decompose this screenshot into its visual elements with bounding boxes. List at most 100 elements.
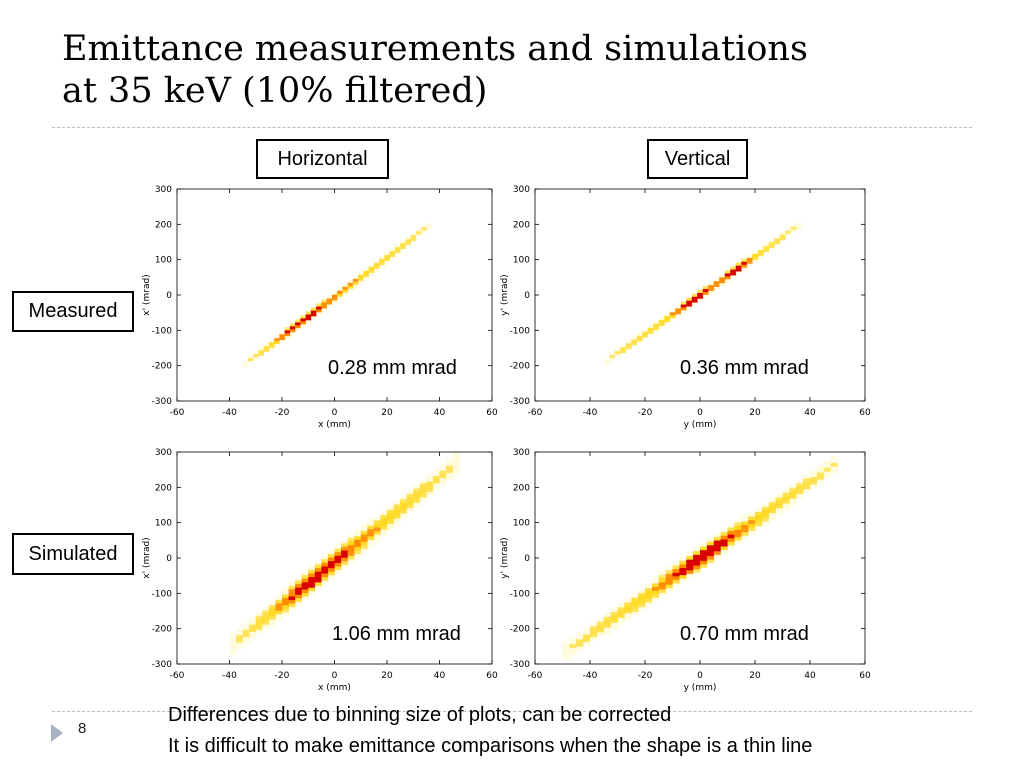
heatmap-cell	[347, 537, 355, 542]
heatmap-cell	[358, 274, 364, 278]
heatmap-cell	[796, 493, 804, 498]
heatmap-cell	[651, 579, 660, 584]
heatmap-cell	[785, 233, 792, 237]
heatmap-cell	[658, 322, 665, 326]
heatmap-cell	[347, 282, 354, 286]
heatmap-cell	[380, 532, 388, 537]
heatmap-cell	[301, 578, 309, 583]
heatmap-cell	[785, 227, 792, 231]
heatmap-cell	[642, 334, 649, 338]
heatmap-cell	[268, 601, 276, 606]
heatmap-cell	[310, 315, 317, 320]
heatmap-cell	[724, 273, 731, 277]
heatmap-cell	[331, 300, 338, 304]
heatmap-cell	[379, 258, 385, 263]
heatmap-cell	[775, 493, 783, 498]
heatmap-cell	[406, 490, 414, 495]
heatmap-cell	[275, 606, 283, 611]
heatmap-cell	[432, 479, 440, 484]
heatmap-cell	[823, 463, 832, 468]
y-tick-label: -100	[510, 326, 531, 336]
heatmap-cell	[393, 514, 401, 519]
heatmap-cell	[562, 641, 570, 646]
heatmap-cell	[693, 561, 701, 566]
heatmap-cell	[229, 647, 237, 652]
heatmap-cell	[693, 554, 701, 559]
heatmap-cell	[789, 494, 797, 499]
heatmap-cell	[617, 617, 625, 622]
heatmap-cell	[308, 569, 316, 574]
heatmap-cell	[314, 578, 322, 583]
heatmap-cell	[321, 562, 329, 567]
heatmap-cell	[341, 550, 349, 555]
heatmap-cell	[823, 460, 832, 465]
heatmap-cell	[258, 352, 265, 356]
bottom-separator	[52, 711, 972, 712]
heatmap-cell	[583, 641, 591, 646]
note-line-2: It is difficult to make emittance compar…	[168, 735, 813, 757]
heatmap-cell	[347, 548, 355, 553]
heatmap-cell	[360, 527, 368, 532]
heatmap-cell	[789, 491, 797, 496]
heatmap-cell	[268, 339, 275, 343]
heatmap-cell	[282, 590, 289, 595]
heatmap-cell	[734, 518, 742, 523]
heatmap-cell	[672, 579, 680, 584]
heatmap-cell	[384, 260, 391, 264]
heatmap-cell	[614, 353, 621, 358]
heatmap-cell	[803, 485, 811, 490]
heatmap-cell	[327, 574, 335, 579]
heatmap-cell	[636, 338, 643, 342]
y-tick-label: -200	[510, 625, 531, 635]
heatmap-cell	[768, 509, 777, 514]
heatmap-cell	[242, 364, 249, 368]
heatmap-cell	[368, 272, 375, 276]
heatmap-cell	[400, 498, 408, 503]
x-tick-label: -40	[222, 408, 237, 418]
heatmap-cell	[406, 500, 414, 505]
heatmap-cell	[331, 297, 338, 301]
heatmap-cell	[700, 542, 708, 547]
heatmap-cell	[327, 560, 335, 565]
heatmap-cell	[373, 265, 380, 269]
heatmap-cell	[341, 543, 349, 548]
heatmap-cell	[432, 468, 440, 473]
heatmap-cell	[352, 275, 359, 280]
heatmap-cell	[658, 585, 667, 590]
heatmap-cell	[610, 625, 618, 630]
heatmap-cell	[672, 561, 680, 566]
heatmap-cell	[341, 553, 349, 558]
heatmap-cell	[782, 496, 790, 501]
heatmap-cell	[419, 493, 427, 498]
heatmap-cell	[708, 284, 715, 289]
heatmap-cell	[664, 318, 671, 323]
heatmap-cell	[347, 551, 355, 556]
heatmap-cell	[337, 293, 343, 297]
x-tick-label: 0	[332, 408, 338, 418]
heatmap-cell	[326, 298, 333, 302]
heatmap-cell	[274, 343, 280, 347]
heatmap-cell	[354, 546, 362, 551]
heatmap-cell	[755, 525, 763, 530]
heatmap-cell	[301, 574, 309, 579]
heatmap-cell	[645, 587, 653, 592]
y-tick-label: -100	[152, 589, 173, 599]
heatmap-cell	[406, 497, 414, 502]
heatmap-cell	[308, 573, 316, 578]
heatmap-cell	[394, 249, 401, 254]
heatmap-cell	[282, 587, 289, 592]
heatmap-cell	[700, 549, 708, 554]
heatmap-cell	[373, 534, 381, 539]
heatmap-cell	[262, 613, 270, 618]
heatmap-cell	[631, 339, 638, 343]
heatmap-cell	[774, 238, 781, 242]
heatmap-cell	[658, 317, 665, 321]
heatmap-cell	[249, 620, 257, 625]
heatmap-cell	[358, 277, 364, 281]
heatmap-cell	[389, 250, 396, 255]
x-tick-label: 40	[434, 408, 446, 418]
heatmap-cell	[672, 565, 680, 570]
heatmap-cell	[279, 331, 286, 335]
heatmap-cell	[647, 324, 654, 329]
heatmap-cell	[830, 455, 838, 460]
